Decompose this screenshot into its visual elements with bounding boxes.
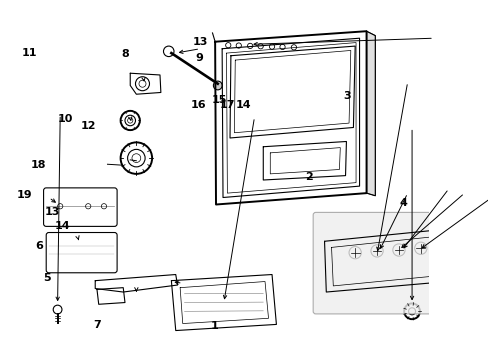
- Text: 15: 15: [211, 95, 226, 105]
- Text: 11: 11: [22, 48, 38, 58]
- Text: 17: 17: [219, 100, 235, 110]
- Text: 16: 16: [190, 100, 206, 110]
- Text: 9: 9: [195, 53, 203, 63]
- Text: 14: 14: [55, 221, 70, 231]
- Text: 19: 19: [17, 190, 32, 200]
- Text: 1: 1: [210, 320, 218, 330]
- Text: 7: 7: [93, 320, 101, 330]
- FancyBboxPatch shape: [312, 212, 479, 314]
- Text: 13: 13: [44, 207, 60, 216]
- Polygon shape: [366, 31, 374, 196]
- Text: 4: 4: [399, 198, 407, 208]
- FancyBboxPatch shape: [457, 158, 488, 321]
- FancyBboxPatch shape: [43, 188, 117, 226]
- Text: 10: 10: [58, 113, 73, 123]
- Text: 14: 14: [235, 100, 251, 110]
- Text: 13: 13: [192, 37, 208, 47]
- Circle shape: [213, 81, 222, 90]
- FancyBboxPatch shape: [46, 233, 117, 273]
- Text: 3: 3: [343, 91, 350, 102]
- Text: 12: 12: [81, 121, 96, 131]
- Text: 8: 8: [121, 49, 128, 59]
- Text: 5: 5: [43, 273, 51, 283]
- Text: 18: 18: [31, 160, 46, 170]
- Text: 2: 2: [305, 172, 312, 182]
- Text: 6: 6: [35, 241, 43, 251]
